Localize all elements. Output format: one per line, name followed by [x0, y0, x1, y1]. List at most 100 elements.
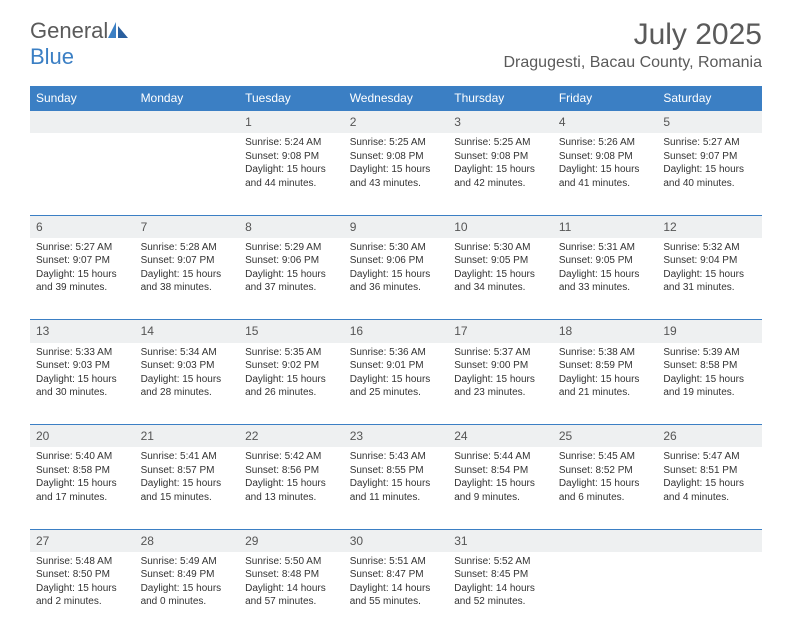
- day-number-cell: 14: [135, 320, 240, 343]
- sunset-text: Sunset: 9:03 PM: [141, 359, 234, 373]
- day-number-cell: [135, 111, 240, 134]
- daylight-text: Daylight: 15 hours and 17 minutes.: [36, 477, 129, 504]
- day-header: Sunday: [30, 86, 135, 111]
- daylight-text: Daylight: 15 hours and 37 minutes.: [245, 268, 338, 295]
- daylight-text: Daylight: 15 hours and 36 minutes.: [350, 268, 443, 295]
- sunset-text: Sunset: 8:50 PM: [36, 568, 129, 582]
- day-detail-cell: Sunrise: 5:50 AMSunset: 8:48 PMDaylight:…: [239, 552, 344, 634]
- day-number-cell: 17: [448, 320, 553, 343]
- day-number-cell: 21: [135, 425, 240, 448]
- day-detail-cell: Sunrise: 5:27 AMSunset: 9:07 PMDaylight:…: [30, 238, 135, 320]
- day-number-cell: 28: [135, 529, 240, 552]
- sunrise-text: Sunrise: 5:39 AM: [663, 346, 756, 360]
- daylight-text: Daylight: 14 hours and 52 minutes.: [454, 582, 547, 609]
- sunset-text: Sunset: 8:48 PM: [245, 568, 338, 582]
- sunset-text: Sunset: 8:57 PM: [141, 464, 234, 478]
- sunset-text: Sunset: 8:55 PM: [350, 464, 443, 478]
- day-detail-cell: Sunrise: 5:42 AMSunset: 8:56 PMDaylight:…: [239, 447, 344, 529]
- day-detail-cell: Sunrise: 5:30 AMSunset: 9:05 PMDaylight:…: [448, 238, 553, 320]
- sunset-text: Sunset: 9:04 PM: [663, 254, 756, 268]
- day-number-cell: 11: [553, 215, 658, 238]
- sunrise-text: Sunrise: 5:52 AM: [454, 555, 547, 569]
- calendar-table: SundayMondayTuesdayWednesdayThursdayFrid…: [30, 86, 762, 634]
- daylight-text: Daylight: 15 hours and 39 minutes.: [36, 268, 129, 295]
- sunset-text: Sunset: 8:51 PM: [663, 464, 756, 478]
- sunrise-text: Sunrise: 5:42 AM: [245, 450, 338, 464]
- sunrise-text: Sunrise: 5:27 AM: [663, 136, 756, 150]
- daylight-text: Daylight: 15 hours and 15 minutes.: [141, 477, 234, 504]
- daylight-text: Daylight: 15 hours and 28 minutes.: [141, 373, 234, 400]
- day-number-cell: 20: [30, 425, 135, 448]
- day-number-cell: 22: [239, 425, 344, 448]
- day-number-cell: 16: [344, 320, 449, 343]
- day-detail-cell: [553, 552, 658, 634]
- sunrise-text: Sunrise: 5:41 AM: [141, 450, 234, 464]
- day-detail-cell: Sunrise: 5:30 AMSunset: 9:06 PMDaylight:…: [344, 238, 449, 320]
- day-number-cell: [657, 529, 762, 552]
- sunset-text: Sunset: 9:07 PM: [36, 254, 129, 268]
- day-number-cell: 7: [135, 215, 240, 238]
- sunrise-text: Sunrise: 5:25 AM: [454, 136, 547, 150]
- sunrise-text: Sunrise: 5:47 AM: [663, 450, 756, 464]
- sunrise-text: Sunrise: 5:40 AM: [36, 450, 129, 464]
- day-detail-cell: Sunrise: 5:33 AMSunset: 9:03 PMDaylight:…: [30, 343, 135, 425]
- daynum-row: 20212223242526: [30, 425, 762, 448]
- sunset-text: Sunset: 8:56 PM: [245, 464, 338, 478]
- daylight-text: Daylight: 15 hours and 26 minutes.: [245, 373, 338, 400]
- daylight-text: Daylight: 15 hours and 34 minutes.: [454, 268, 547, 295]
- day-detail-cell: Sunrise: 5:40 AMSunset: 8:58 PMDaylight:…: [30, 447, 135, 529]
- day-number-cell: 19: [657, 320, 762, 343]
- logo-word1: General: [30, 18, 108, 43]
- calendar-body: 12345Sunrise: 5:24 AMSunset: 9:08 PMDayl…: [30, 111, 762, 634]
- detail-row: Sunrise: 5:33 AMSunset: 9:03 PMDaylight:…: [30, 343, 762, 425]
- sunset-text: Sunset: 8:59 PM: [559, 359, 652, 373]
- daylight-text: Daylight: 15 hours and 43 minutes.: [350, 163, 443, 190]
- daylight-text: Daylight: 15 hours and 9 minutes.: [454, 477, 547, 504]
- header: General Blue July 2025 Dragugesti, Bacau…: [0, 0, 792, 78]
- sunrise-text: Sunrise: 5:38 AM: [559, 346, 652, 360]
- day-detail-cell: Sunrise: 5:38 AMSunset: 8:59 PMDaylight:…: [553, 343, 658, 425]
- daylight-text: Daylight: 15 hours and 0 minutes.: [141, 582, 234, 609]
- sunset-text: Sunset: 8:45 PM: [454, 568, 547, 582]
- day-header-row: SundayMondayTuesdayWednesdayThursdayFrid…: [30, 86, 762, 111]
- daylight-text: Daylight: 14 hours and 55 minutes.: [350, 582, 443, 609]
- daynum-row: 13141516171819: [30, 320, 762, 343]
- title-block: July 2025 Dragugesti, Bacau County, Roma…: [503, 18, 762, 72]
- sunset-text: Sunset: 8:52 PM: [559, 464, 652, 478]
- day-number-cell: 18: [553, 320, 658, 343]
- daynum-row: 12345: [30, 111, 762, 134]
- daylight-text: Daylight: 15 hours and 44 minutes.: [245, 163, 338, 190]
- daylight-text: Daylight: 14 hours and 57 minutes.: [245, 582, 338, 609]
- day-number-cell: 13: [30, 320, 135, 343]
- sunrise-text: Sunrise: 5:34 AM: [141, 346, 234, 360]
- daylight-text: Daylight: 15 hours and 23 minutes.: [454, 373, 547, 400]
- sunset-text: Sunset: 8:58 PM: [36, 464, 129, 478]
- day-detail-cell: [30, 133, 135, 215]
- detail-row: Sunrise: 5:27 AMSunset: 9:07 PMDaylight:…: [30, 238, 762, 320]
- day-header: Friday: [553, 86, 658, 111]
- sunrise-text: Sunrise: 5:36 AM: [350, 346, 443, 360]
- sunrise-text: Sunrise: 5:26 AM: [559, 136, 652, 150]
- sunrise-text: Sunrise: 5:30 AM: [454, 241, 547, 255]
- day-header: Thursday: [448, 86, 553, 111]
- daylight-text: Daylight: 15 hours and 33 minutes.: [559, 268, 652, 295]
- sunset-text: Sunset: 9:08 PM: [559, 150, 652, 164]
- day-detail-cell: [135, 133, 240, 215]
- sunset-text: Sunset: 9:03 PM: [36, 359, 129, 373]
- day-detail-cell: Sunrise: 5:27 AMSunset: 9:07 PMDaylight:…: [657, 133, 762, 215]
- day-detail-cell: Sunrise: 5:44 AMSunset: 8:54 PMDaylight:…: [448, 447, 553, 529]
- day-detail-cell: Sunrise: 5:34 AMSunset: 9:03 PMDaylight:…: [135, 343, 240, 425]
- day-number-cell: 15: [239, 320, 344, 343]
- sunset-text: Sunset: 9:05 PM: [559, 254, 652, 268]
- day-detail-cell: Sunrise: 5:24 AMSunset: 9:08 PMDaylight:…: [239, 133, 344, 215]
- daylight-text: Daylight: 15 hours and 42 minutes.: [454, 163, 547, 190]
- day-number-cell: 10: [448, 215, 553, 238]
- day-detail-cell: Sunrise: 5:47 AMSunset: 8:51 PMDaylight:…: [657, 447, 762, 529]
- day-number-cell: 5: [657, 111, 762, 134]
- sunset-text: Sunset: 9:02 PM: [245, 359, 338, 373]
- sunrise-text: Sunrise: 5:37 AM: [454, 346, 547, 360]
- sunrise-text: Sunrise: 5:27 AM: [36, 241, 129, 255]
- day-header: Monday: [135, 86, 240, 111]
- daylight-text: Daylight: 15 hours and 11 minutes.: [350, 477, 443, 504]
- day-detail-cell: Sunrise: 5:37 AMSunset: 9:00 PMDaylight:…: [448, 343, 553, 425]
